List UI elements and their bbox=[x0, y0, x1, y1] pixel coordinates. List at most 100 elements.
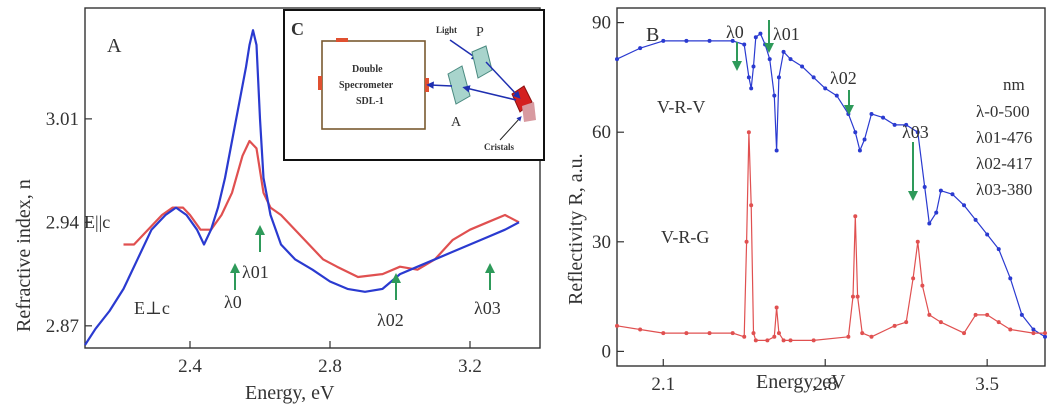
data-point bbox=[742, 334, 747, 339]
data-point bbox=[638, 46, 643, 51]
data-point bbox=[973, 217, 978, 222]
data-point bbox=[927, 221, 932, 226]
data-point bbox=[788, 338, 793, 343]
legend-nm-lambda02: λ02-417 bbox=[976, 154, 1033, 173]
panel-b-xlabel: Energy, eV bbox=[756, 371, 846, 393]
data-point bbox=[934, 210, 939, 215]
data-point bbox=[927, 312, 932, 317]
spectrometer-text-1: Double bbox=[352, 64, 383, 75]
data-point bbox=[846, 334, 851, 339]
x-tick-label: 3.5 bbox=[975, 374, 999, 395]
label-a-lambda03: λ03 bbox=[474, 298, 501, 318]
data-point bbox=[834, 93, 839, 98]
data-point bbox=[1008, 327, 1013, 332]
data-point bbox=[776, 75, 781, 80]
data-point bbox=[746, 75, 751, 80]
data-point bbox=[751, 64, 756, 69]
data-point bbox=[661, 331, 666, 336]
panel-b-ticks: 2.1 2.8 3.5 0 30 60 90 bbox=[592, 13, 999, 395]
data-point bbox=[763, 42, 768, 47]
data-point bbox=[788, 57, 793, 62]
label-b-lambda0: λ0 bbox=[726, 22, 744, 42]
label-e-perp-c: E⊥c bbox=[134, 298, 170, 318]
inset-light-label: Light bbox=[436, 25, 457, 35]
data-point bbox=[869, 111, 874, 116]
label-a-lambda02: λ02 bbox=[377, 310, 404, 330]
spectrometer-slit-left bbox=[318, 76, 322, 90]
panel-a-series bbox=[84, 29, 520, 346]
spectrometer-slit-top bbox=[336, 38, 348, 42]
x-tick-label: 2.1 bbox=[651, 374, 675, 395]
x-tick-label: 2.4 bbox=[178, 356, 202, 377]
x-tick-label: 3.2 bbox=[458, 356, 482, 377]
data-point bbox=[615, 323, 619, 328]
panel-a-xlabel: Energy, eV bbox=[245, 382, 335, 404]
data-point bbox=[1008, 276, 1013, 281]
data-point bbox=[920, 283, 925, 288]
data-point bbox=[751, 331, 756, 336]
light-arrow bbox=[449, 39, 480, 61]
data-point bbox=[862, 137, 867, 142]
label-b-lambda03: λ03 bbox=[902, 122, 929, 142]
data-point bbox=[730, 331, 735, 336]
y-tick-label: 30 bbox=[592, 232, 611, 253]
spectrometer-text-3: SDL-1 bbox=[356, 96, 384, 107]
data-point bbox=[996, 320, 1001, 325]
data-point bbox=[772, 93, 777, 98]
data-point bbox=[746, 130, 751, 135]
panel-a-label: A bbox=[107, 35, 122, 57]
data-point bbox=[962, 203, 967, 208]
data-point bbox=[985, 232, 990, 237]
inset-a-label: A bbox=[451, 115, 462, 130]
data-point bbox=[811, 338, 816, 343]
data-point bbox=[753, 35, 758, 40]
label-b-lambda02: λ02 bbox=[830, 68, 857, 88]
data-point bbox=[1043, 334, 1047, 339]
data-point bbox=[853, 130, 858, 135]
data-point bbox=[950, 192, 955, 197]
crystal-holder-icon bbox=[522, 102, 536, 122]
label-b-lambda01: λ01 bbox=[773, 24, 800, 44]
data-point bbox=[985, 312, 990, 317]
data-point bbox=[772, 334, 777, 339]
data-point bbox=[684, 331, 689, 336]
data-point bbox=[781, 338, 786, 343]
data-point bbox=[892, 323, 897, 328]
label-a-lambda0: λ0 bbox=[224, 292, 242, 312]
data-point bbox=[938, 188, 943, 193]
label-vrg: V-R-G bbox=[661, 227, 709, 247]
data-point bbox=[996, 247, 1001, 252]
panel-b-series bbox=[615, 31, 1047, 343]
data-point bbox=[707, 331, 712, 336]
label-a-lambda01: λ01 bbox=[242, 262, 269, 282]
data-point bbox=[869, 334, 874, 339]
data-point bbox=[749, 203, 754, 208]
beam-crystal-to-a bbox=[462, 85, 517, 101]
data-point bbox=[823, 86, 828, 91]
inset-p-label: P bbox=[476, 25, 484, 40]
legend-nm-header: nm bbox=[1003, 75, 1025, 94]
data-point bbox=[850, 294, 855, 299]
legend-nm-lambda01: λ01-476 bbox=[976, 128, 1032, 147]
data-point bbox=[892, 122, 897, 127]
label-vrv: V-R-V bbox=[657, 97, 705, 117]
data-point bbox=[881, 115, 886, 120]
data-point bbox=[904, 320, 909, 325]
data-point bbox=[855, 294, 860, 299]
cristals-pointer bbox=[499, 116, 522, 141]
label-e-parallel-c: E||c bbox=[84, 212, 110, 232]
data-point bbox=[1031, 331, 1036, 336]
data-point bbox=[661, 38, 666, 43]
x-tick-label: 2.8 bbox=[813, 374, 837, 395]
data-point bbox=[962, 331, 967, 336]
y-tick-label: 3.01 bbox=[46, 109, 79, 130]
inset-cristals-label: Cristals bbox=[484, 142, 514, 152]
panel-a: 2.4 2.8 3.22.872.943.01 A E||c E⊥c λ0 λ01 … bbox=[13, 7, 545, 404]
panel-a-ticks: 2.4 2.8 3.2 2.87 2.94 3.01 bbox=[46, 109, 482, 377]
data-point bbox=[684, 38, 689, 43]
data-point bbox=[938, 320, 943, 325]
data-point bbox=[1031, 327, 1036, 332]
data-point bbox=[915, 239, 920, 244]
data-point bbox=[1043, 331, 1047, 336]
